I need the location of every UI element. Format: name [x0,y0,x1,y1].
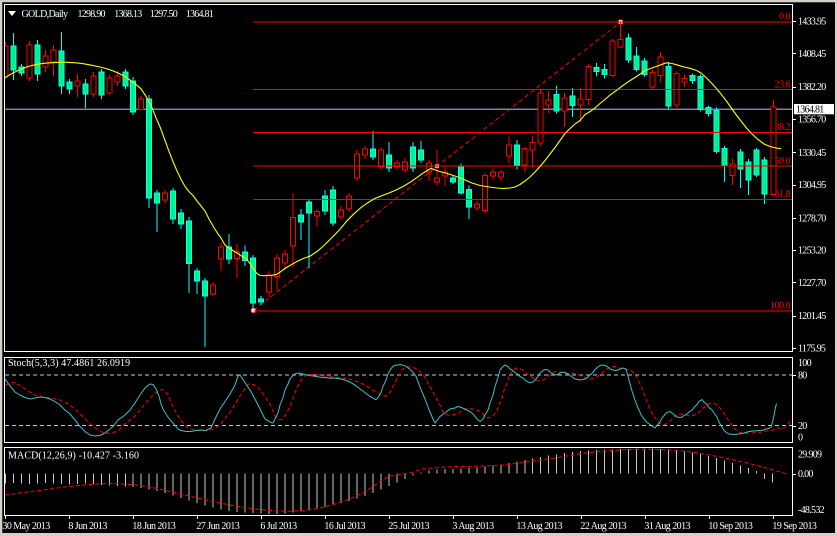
svg-text:-48.532: -48.532 [798,505,825,516]
svg-text:80: 80 [798,370,807,381]
svg-text:1408.45: 1408.45 [798,49,826,60]
svg-text:13 Aug 2013: 13 Aug 2013 [516,521,562,532]
svg-text:0.00: 0.00 [798,469,813,480]
svg-text:50.0: 50.0 [775,156,791,167]
svg-text:18 Jun 2013: 18 Jun 2013 [132,521,175,532]
svg-text:1201.45: 1201.45 [798,311,826,322]
svg-text:100: 100 [798,358,812,369]
svg-text:19 Sep 2013: 19 Sep 2013 [772,521,817,532]
svg-text:1253.20: 1253.20 [798,246,826,257]
svg-text:22 Aug 2013: 22 Aug 2013 [580,521,626,532]
svg-text:0: 0 [798,432,803,443]
svg-text:20: 20 [798,421,807,432]
svg-text:29.909: 29.909 [798,450,822,461]
svg-text:1227.70: 1227.70 [798,278,826,289]
svg-text:1278.70: 1278.70 [798,213,826,224]
svg-text:25 Jul 2013: 25 Jul 2013 [388,521,429,532]
svg-text:Stoch(5,3,3) 47.4861 26.0919: Stoch(5,3,3) 47.4861 26.0919 [8,358,130,369]
svg-text:3 Aug 2013: 3 Aug 2013 [452,521,494,532]
svg-text:0.0: 0.0 [779,12,791,23]
svg-text:1330.45: 1330.45 [798,148,826,159]
svg-text:31 Aug 2013: 31 Aug 2013 [644,521,690,532]
svg-text:8 Jun 2013: 8 Jun 2013 [68,521,107,532]
svg-text:61.8: 61.8 [775,189,791,200]
svg-text:1175.95: 1175.95 [798,344,826,355]
svg-text:38.2: 38.2 [775,122,791,133]
svg-text:1364.81: 1364.81 [186,9,214,20]
svg-text:6 Jul 2013: 6 Jul 2013 [260,521,297,532]
svg-text:23.6: 23.6 [775,79,791,90]
svg-text:1298.90: 1298.90 [78,9,106,20]
svg-text:30 May 2013: 30 May 2013 [2,521,50,532]
svg-text:1433.95: 1433.95 [798,17,826,28]
svg-text:10 Sep 2013: 10 Sep 2013 [708,521,753,532]
svg-text:27 Jun 2013: 27 Jun 2013 [196,521,239,532]
svg-text:MACD(12,26,9) -10.427 -3.160: MACD(12,26,9) -10.427 -3.160 [8,451,139,462]
svg-text:1368.13: 1368.13 [114,9,142,20]
svg-text:1382.20: 1382.20 [798,82,826,93]
svg-text:1297.50: 1297.50 [150,9,178,20]
svg-text:1304.95: 1304.95 [798,180,826,191]
svg-text:100.0: 100.0 [770,301,791,312]
svg-text:1356.70: 1356.70 [798,115,826,126]
svg-text:GOLD,Daily: GOLD,Daily [22,9,69,20]
svg-text:1364.81: 1364.81 [796,105,824,116]
svg-text:16 Jul 2013: 16 Jul 2013 [324,521,365,532]
